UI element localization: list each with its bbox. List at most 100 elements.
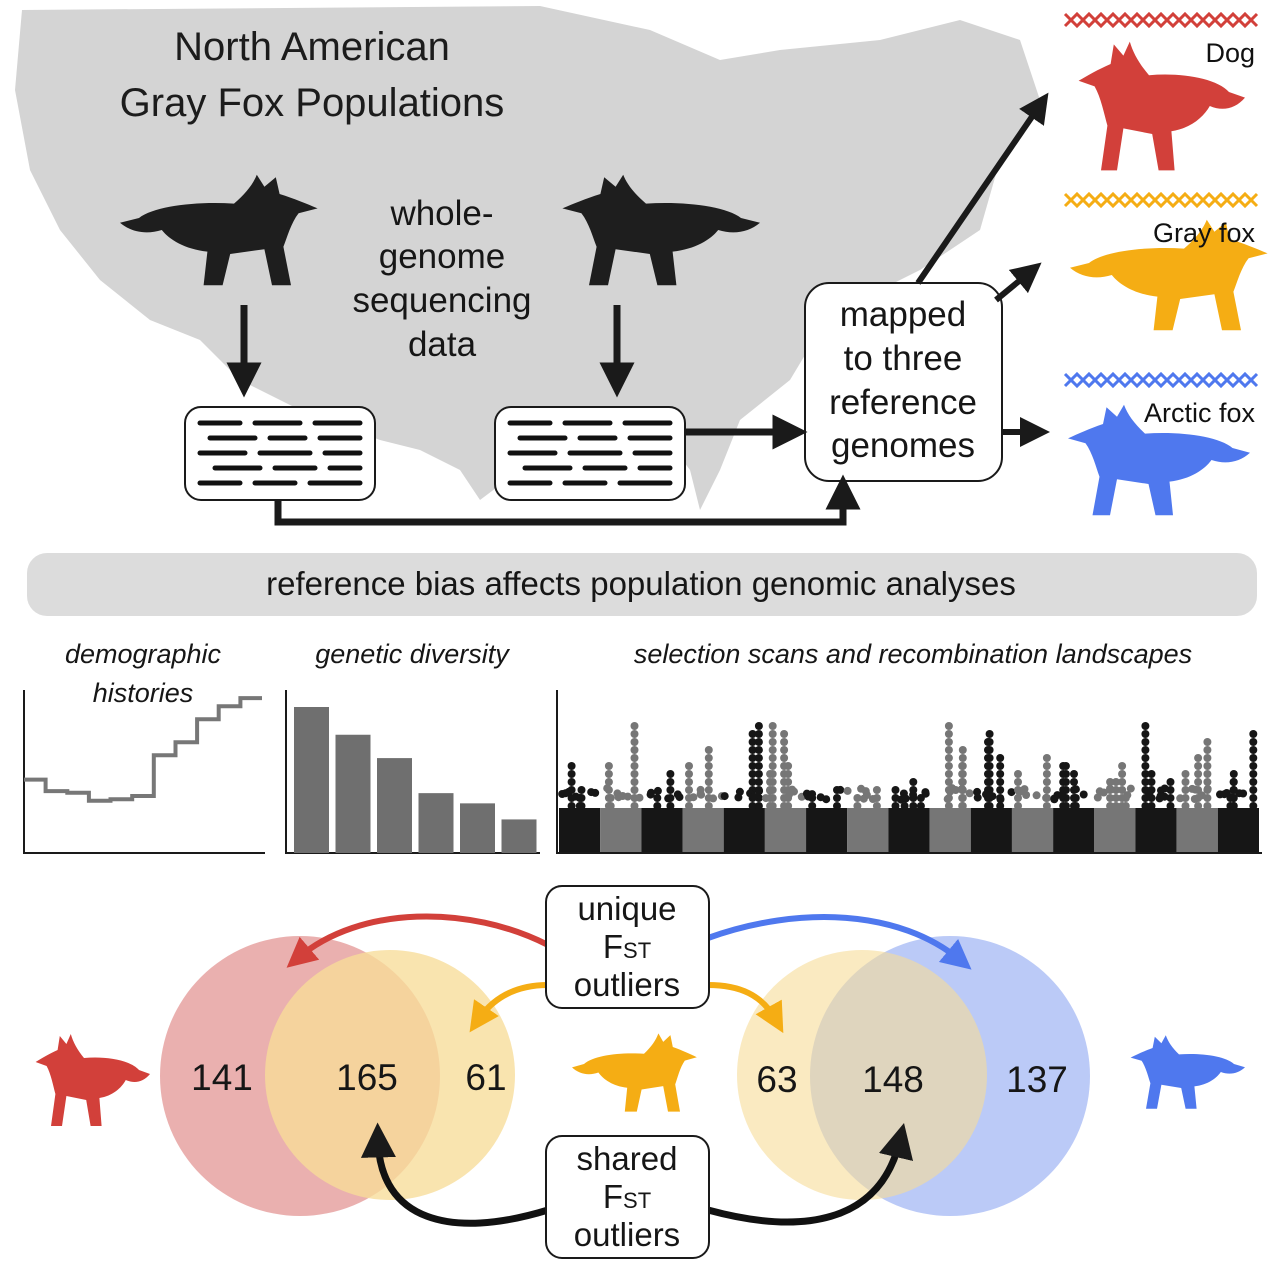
- selection-point: [780, 770, 789, 778]
- selection-point: [561, 789, 570, 798]
- selection-point: [1042, 754, 1051, 762]
- selection-point: [857, 784, 866, 793]
- selection-point: [768, 746, 777, 754]
- selection-point: [1093, 793, 1102, 802]
- shared-line-2: FST: [603, 1178, 651, 1215]
- selection-point: [996, 786, 1005, 794]
- selection-point: [944, 722, 953, 730]
- selection-point: [630, 786, 639, 794]
- selection-point: [1123, 791, 1132, 800]
- dna-strand: [1063, 11, 1259, 29]
- selection-point: [754, 722, 763, 730]
- selection-point: [1203, 784, 1212, 793]
- selection-point: [748, 778, 757, 786]
- selection-point: [985, 770, 994, 778]
- selection-point: [704, 770, 713, 778]
- venn-right-grayfox-circle: [737, 950, 987, 1200]
- shared-arrow-left: [360, 1122, 550, 1227]
- selection-point: [1070, 778, 1078, 786]
- wgs-line-1: whole-: [389, 194, 493, 233]
- selection-point: [1118, 762, 1127, 770]
- selection-point: [901, 794, 910, 803]
- dog-dna-icon: [1063, 11, 1259, 29]
- arrow-to-grayfox: [994, 262, 1042, 303]
- selection-point: [1042, 762, 1051, 770]
- diversity-bar: [460, 803, 495, 853]
- diversity-bar: [294, 707, 329, 853]
- selection-point: [944, 802, 953, 810]
- selection-point: [604, 762, 613, 770]
- selection-point: [1070, 794, 1078, 802]
- diversity-label: genetic diversity: [315, 639, 510, 669]
- chromosome-block: [1094, 808, 1136, 852]
- selection-point: [1071, 785, 1080, 794]
- arrow-to-dog: [915, 92, 1049, 285]
- selection-point: [768, 738, 777, 746]
- selection-point: [1106, 794, 1115, 802]
- selection-point: [604, 778, 613, 786]
- mapped-line-1: mapped: [840, 295, 966, 334]
- selection-point: [1203, 762, 1212, 770]
- selection-point: [1061, 778, 1070, 786]
- selection-point: [1203, 754, 1212, 762]
- selection-point: [704, 802, 713, 810]
- selection-point: [704, 762, 713, 770]
- selection-point: [944, 730, 953, 738]
- selection-point: [985, 762, 994, 770]
- mapped-line-4: genomes: [831, 426, 975, 465]
- selection-point: [1061, 802, 1070, 810]
- selection-point: [1118, 770, 1127, 778]
- selection-point: [768, 802, 777, 810]
- unique-line-3: outliers: [574, 966, 680, 1003]
- arrow-bottom-connector: [274, 474, 861, 526]
- selection-point: [1042, 770, 1051, 778]
- selection-point: [754, 730, 763, 738]
- selection-point: [916, 802, 925, 810]
- selection-point: [666, 802, 675, 810]
- banner: [27, 553, 1257, 616]
- selection-point: [1145, 789, 1154, 798]
- chromosome-block: [970, 808, 1012, 852]
- selection-point: [1203, 738, 1212, 746]
- selection-label: selection scans and recombination landsc…: [634, 639, 1192, 669]
- selection-point: [1249, 746, 1258, 754]
- demographic-label-2: histories: [93, 678, 194, 708]
- selection-point: [689, 793, 698, 802]
- selection-point: [630, 754, 639, 762]
- chromosome-block: [806, 808, 848, 852]
- selection-point: [988, 792, 997, 801]
- selection-point: [1194, 802, 1203, 810]
- selection-point: [630, 778, 639, 786]
- diversity-bar: [335, 734, 371, 853]
- selection-point: [1160, 784, 1169, 793]
- dog-small-icon: [35, 1034, 150, 1126]
- selection-point: [780, 746, 789, 754]
- selection-point: [768, 754, 777, 762]
- selection-point: [1141, 754, 1150, 762]
- arcticfox-dna-icon: [1063, 371, 1259, 389]
- selection-point: [748, 770, 757, 778]
- title-line-1: North American: [174, 25, 450, 69]
- selection-point: [909, 790, 918, 799]
- chromosome-block: [1135, 808, 1177, 852]
- reference-label-dog: Dog: [1205, 38, 1255, 68]
- selection-point: [1070, 770, 1078, 778]
- selection-point: [697, 790, 706, 799]
- shared-outliers-box: [545, 1135, 710, 1259]
- selection-point: [704, 786, 713, 794]
- selection-point: [780, 754, 789, 762]
- grayfox-dna-icon: [1063, 191, 1259, 209]
- selection-point: [853, 802, 862, 810]
- selection-point: [1141, 730, 1150, 738]
- selection-point: [1166, 802, 1175, 810]
- selection-point: [996, 754, 1005, 762]
- selection-point: [985, 802, 994, 810]
- unique-arrow-blue: [706, 914, 972, 970]
- selection-point: [891, 802, 900, 810]
- selection-point: [748, 762, 757, 770]
- selection-point: [1203, 770, 1212, 778]
- selection-point: [909, 778, 918, 786]
- selection-point: [1070, 802, 1078, 810]
- selection-point: [1249, 778, 1258, 786]
